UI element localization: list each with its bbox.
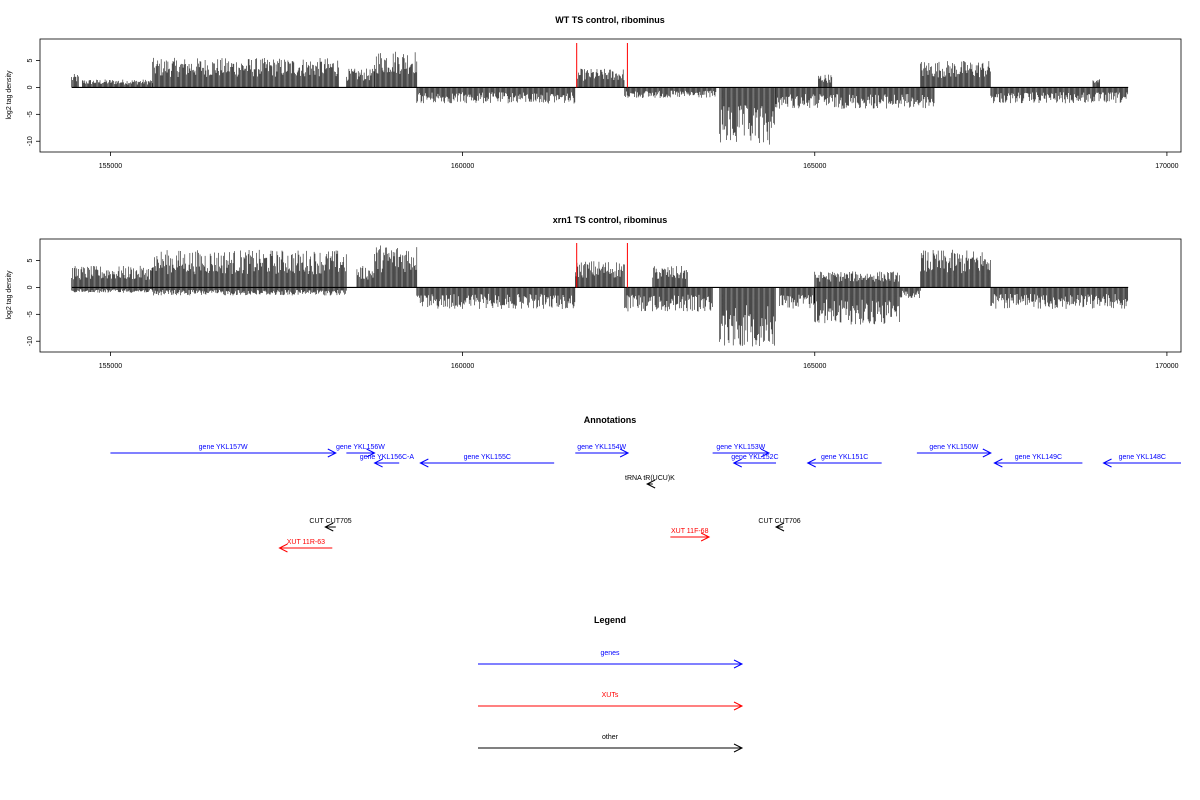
y-tick-label: -10 [27,336,34,346]
density-bars [71,245,1129,347]
x-tick-label: 155000 [99,363,122,370]
y-tick-label: -5 [27,311,34,317]
feature-arrow [346,448,376,458]
x-tick-label: 165000 [803,163,826,170]
annotations-title: Annotations [584,415,637,425]
annotation-features: gene YKL157W gene YKL156W gene YKL156C-A ge… [110,444,1181,553]
y-tick-label: 5 [27,58,34,62]
bars-xrn1 [71,243,1129,347]
feature-label: CUT CUT706 [758,518,800,525]
feature-arrow [916,448,992,458]
feature-label: gene YKL157W [199,444,248,451]
feature-arrow [110,448,337,458]
y-tick-label: -5 [27,111,34,117]
density-bars [71,51,1129,145]
legend-title: Legend [594,615,626,625]
feature-label: gene YKL154W [577,444,626,451]
feature-arrow [373,458,400,468]
bars-wt [71,43,1129,145]
legend-arrow [478,659,744,669]
panel-title: WT TS control, ribominus [555,15,665,25]
x-tick-label: 170000 [1155,163,1178,170]
y-axis: -10 -5 0 5 [27,58,40,146]
legend-arrow [478,701,744,711]
y-tick-label: 0 [27,85,34,89]
x-tick-label: 155000 [99,163,122,170]
annotations-panel: Annotations gene YKL157W gene YKL156Wgene… [110,415,1181,553]
feature-arrow [993,458,1083,468]
feature-arrow [324,522,336,532]
feature-label: XUT 11R-63 [287,539,325,546]
feature-label: tRNA tR(UCU)K [625,475,675,482]
panel-wt: WT TS control, ribominus log2 tag densit… [6,15,1182,170]
feature-label: gene YKL151C [821,454,868,461]
feature-label: gene YKL156W [336,444,385,451]
feature-arrow [732,458,777,468]
feature-label: CUT CUT705 [309,518,351,525]
feature-arrow [419,458,555,468]
plot-frame [39,238,1182,353]
feature-arrow [646,479,656,489]
y-tick-label: -10 [27,136,34,146]
legend-panel: Legend genes XUTs other [478,615,744,753]
feature-arrow [806,458,882,468]
x-tick-label: 160000 [451,163,474,170]
feature-label: gene YKL152C [731,454,778,461]
y-axis-label: log2 tag density [6,70,13,120]
panel-title: xrn1 TS control, ribominus [553,215,668,225]
y-tick-label: 5 [27,258,34,262]
y-axis-label: log2 tag density [6,270,13,320]
feature-label: gene YKL148C [1119,454,1166,461]
feature-label: gene YKL153W [716,444,765,451]
legend-label: other [602,734,619,741]
legend-label: genes [600,650,620,657]
feature-label: gene YKL155C [464,454,511,461]
feature-arrow [712,448,771,458]
feature-label: XUT 11F-68 [671,528,709,535]
feature-arrow [1102,458,1181,468]
x-axis: 155000 160000 165000 170000 [99,352,1179,370]
feature-arrow [278,543,333,553]
legend-items: genes XUTs other [478,650,744,753]
feature-arrow [575,448,630,458]
feature-arrow [670,532,711,542]
feature-label: gene YKL156C-A [360,454,415,461]
x-tick-label: 170000 [1155,363,1178,370]
plot-frame [39,38,1182,153]
panel-xrn1: xrn1 TS control, ribominus log2 tag dens… [6,215,1182,370]
feature-arrow [774,522,785,532]
feature-label: gene YKL149C [1015,454,1062,461]
x-tick-label: 160000 [451,363,474,370]
y-tick-label: 0 [27,285,34,289]
y-axis: -10 -5 0 5 [27,258,40,346]
legend-arrow [478,743,744,753]
feature-label: gene YKL150W [929,444,978,451]
legend-label: XUTs [602,692,619,699]
x-tick-label: 165000 [803,363,826,370]
x-axis: 155000 160000 165000 170000 [99,152,1179,170]
